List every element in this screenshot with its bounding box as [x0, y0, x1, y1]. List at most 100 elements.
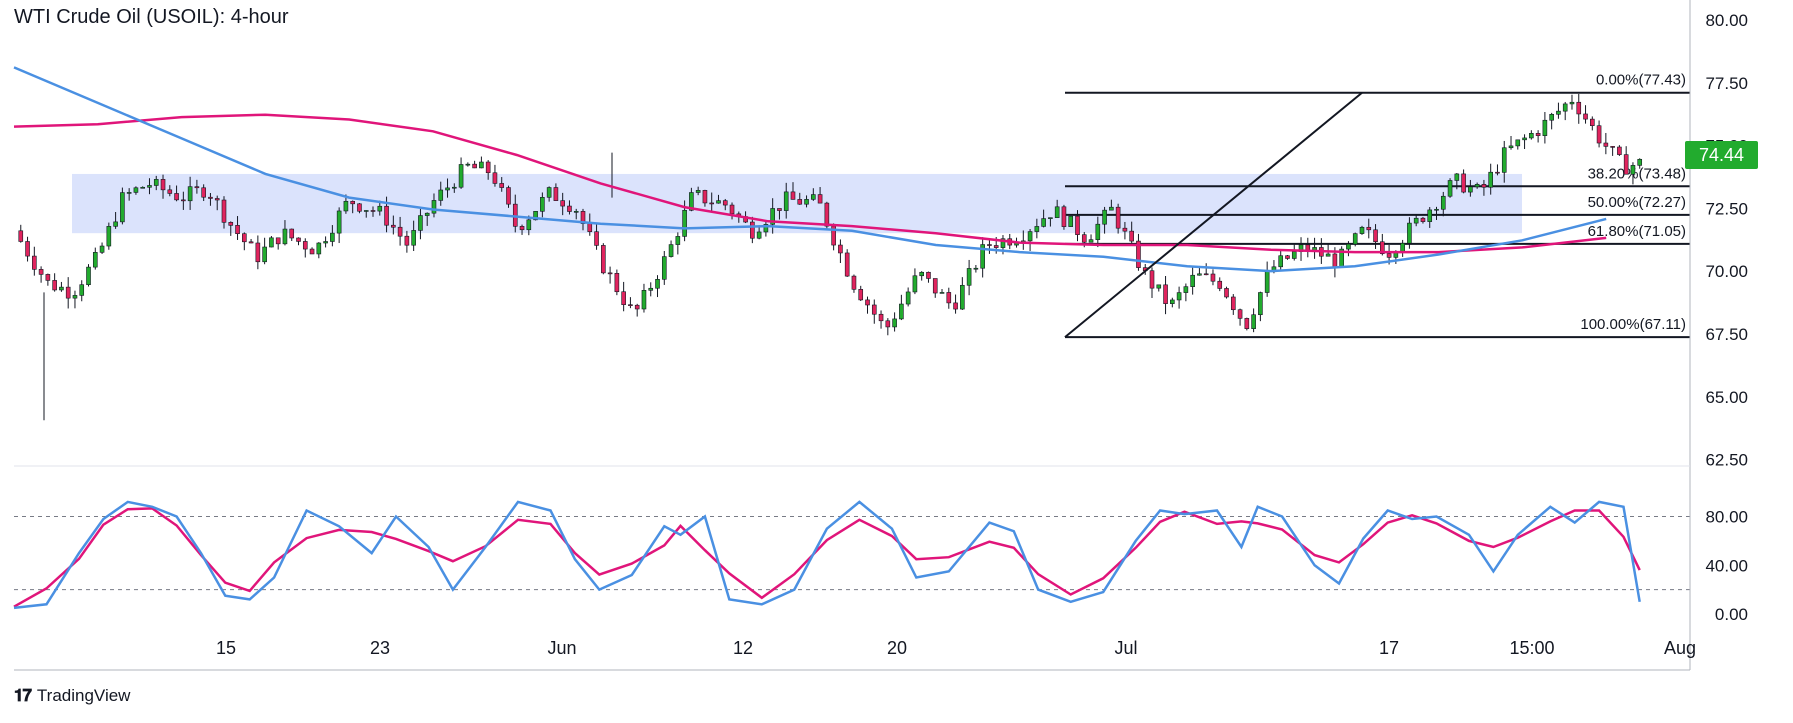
- y-tick-label: 62.50: [1705, 451, 1748, 470]
- ma-slow-line: [13, 113, 1607, 254]
- candle-body: [92, 252, 98, 268]
- fibonacci-levels: 0.00%(77.43) 38.20%(73.48) 50.00%(72.27) 61…: [1065, 72, 1690, 339]
- candle-body: [431, 200, 437, 214]
- candle-body: [1529, 133, 1534, 139]
- stoch-k-line: [13, 500, 1641, 610]
- candle-body: [1366, 226, 1372, 231]
- candle-body: [1590, 118, 1595, 127]
- candle-body: [1034, 226, 1040, 232]
- candle-body: [1136, 240, 1141, 268]
- candle-body: [709, 202, 715, 205]
- candle-body: [228, 222, 234, 226]
- osc-y-tick-label: 80.00: [1705, 508, 1748, 527]
- candle-body: [370, 210, 376, 212]
- candle-body: [1000, 238, 1006, 248]
- candle-body: [1407, 222, 1412, 244]
- candle-body: [377, 205, 383, 212]
- candle-body: [52, 280, 57, 291]
- candle-body: [1176, 292, 1182, 301]
- candle-body: [59, 286, 64, 291]
- y-tick-label: 77.50: [1705, 74, 1748, 93]
- moving-averages: [13, 66, 1607, 273]
- candle-body: [391, 224, 396, 228]
- candle-body: [1190, 274, 1195, 287]
- candle-body: [1508, 145, 1514, 149]
- candle-body: [289, 228, 295, 239]
- range-zone: [72, 173, 1522, 234]
- candle-body: [1244, 318, 1250, 329]
- candle-body: [438, 189, 444, 201]
- candle-body: [45, 274, 51, 281]
- candle-body: [1495, 171, 1500, 174]
- candle-body: [817, 194, 823, 204]
- candle-body: [1596, 125, 1602, 144]
- candle-body: [86, 266, 91, 285]
- candle-body: [987, 244, 992, 246]
- candle-body: [330, 232, 335, 242]
- candle-body: [1461, 173, 1466, 193]
- candle-body: [275, 237, 281, 245]
- candle-body: [851, 275, 857, 290]
- candle-body: [1488, 171, 1493, 188]
- candle-body: [1623, 154, 1629, 175]
- candle-body: [65, 286, 71, 299]
- candle-body: [966, 268, 972, 286]
- candle-body: [519, 226, 525, 231]
- x-tick-label: 20: [887, 638, 907, 658]
- candle-body: [811, 194, 816, 200]
- candle-body: [695, 190, 701, 193]
- candle-body: [255, 242, 261, 263]
- x-tick-label: 15: [216, 638, 236, 658]
- candle-body: [1522, 137, 1527, 141]
- candle-body: [1258, 292, 1263, 316]
- candle-body: [160, 179, 166, 191]
- trend-line: [1064, 91, 1363, 338]
- candle-body: [133, 187, 139, 193]
- candle-body: [973, 267, 979, 270]
- candle-body: [912, 275, 918, 293]
- candle-body: [899, 303, 904, 320]
- candle-body: [628, 304, 633, 306]
- candle-body: [1481, 184, 1487, 188]
- candle-body: [939, 292, 945, 294]
- candle-body: [1325, 253, 1331, 257]
- candle-body: [607, 272, 613, 275]
- candle-body: [1556, 110, 1561, 115]
- candle-body: [1061, 206, 1067, 227]
- candle-body: [1420, 217, 1426, 222]
- candle-body: [1515, 139, 1521, 147]
- candles: [18, 93, 1643, 421]
- stochastic-panel: [13, 500, 1690, 610]
- consolidation-zone: [72, 173, 1522, 234]
- candle-body: [1535, 133, 1541, 136]
- candle-body: [140, 186, 146, 189]
- candle-body: [567, 205, 572, 212]
- candle-body: [601, 245, 606, 274]
- candle-body: [993, 245, 999, 248]
- candle-body: [892, 318, 897, 328]
- candle-body: [655, 279, 660, 289]
- candle-body: [1170, 299, 1175, 304]
- candle-body: [418, 215, 423, 231]
- x-tick-label: Aug: [1664, 638, 1696, 658]
- candle-body: [323, 241, 328, 244]
- candle-body: [804, 199, 809, 205]
- brand[interactable]: 𝟏𝟕 TradingView: [14, 686, 130, 706]
- candle-body: [1386, 253, 1392, 258]
- candle-body: [1427, 209, 1433, 222]
- candle-body: [1088, 239, 1094, 243]
- fib-level-label: 61.80%(71.05): [1588, 223, 1686, 240]
- candle-body: [533, 211, 538, 221]
- candle-body: [472, 163, 477, 169]
- candle-body: [445, 187, 450, 191]
- candle-body: [1115, 206, 1121, 229]
- candle-body: [844, 252, 850, 277]
- candle-body: [1217, 280, 1223, 289]
- candle-body: [689, 192, 694, 211]
- candle-body: [1081, 234, 1087, 243]
- ma-fast-line: [13, 66, 1607, 273]
- candle-body: [1610, 146, 1615, 148]
- candle-body: [451, 186, 457, 189]
- candle-body: [1251, 314, 1256, 329]
